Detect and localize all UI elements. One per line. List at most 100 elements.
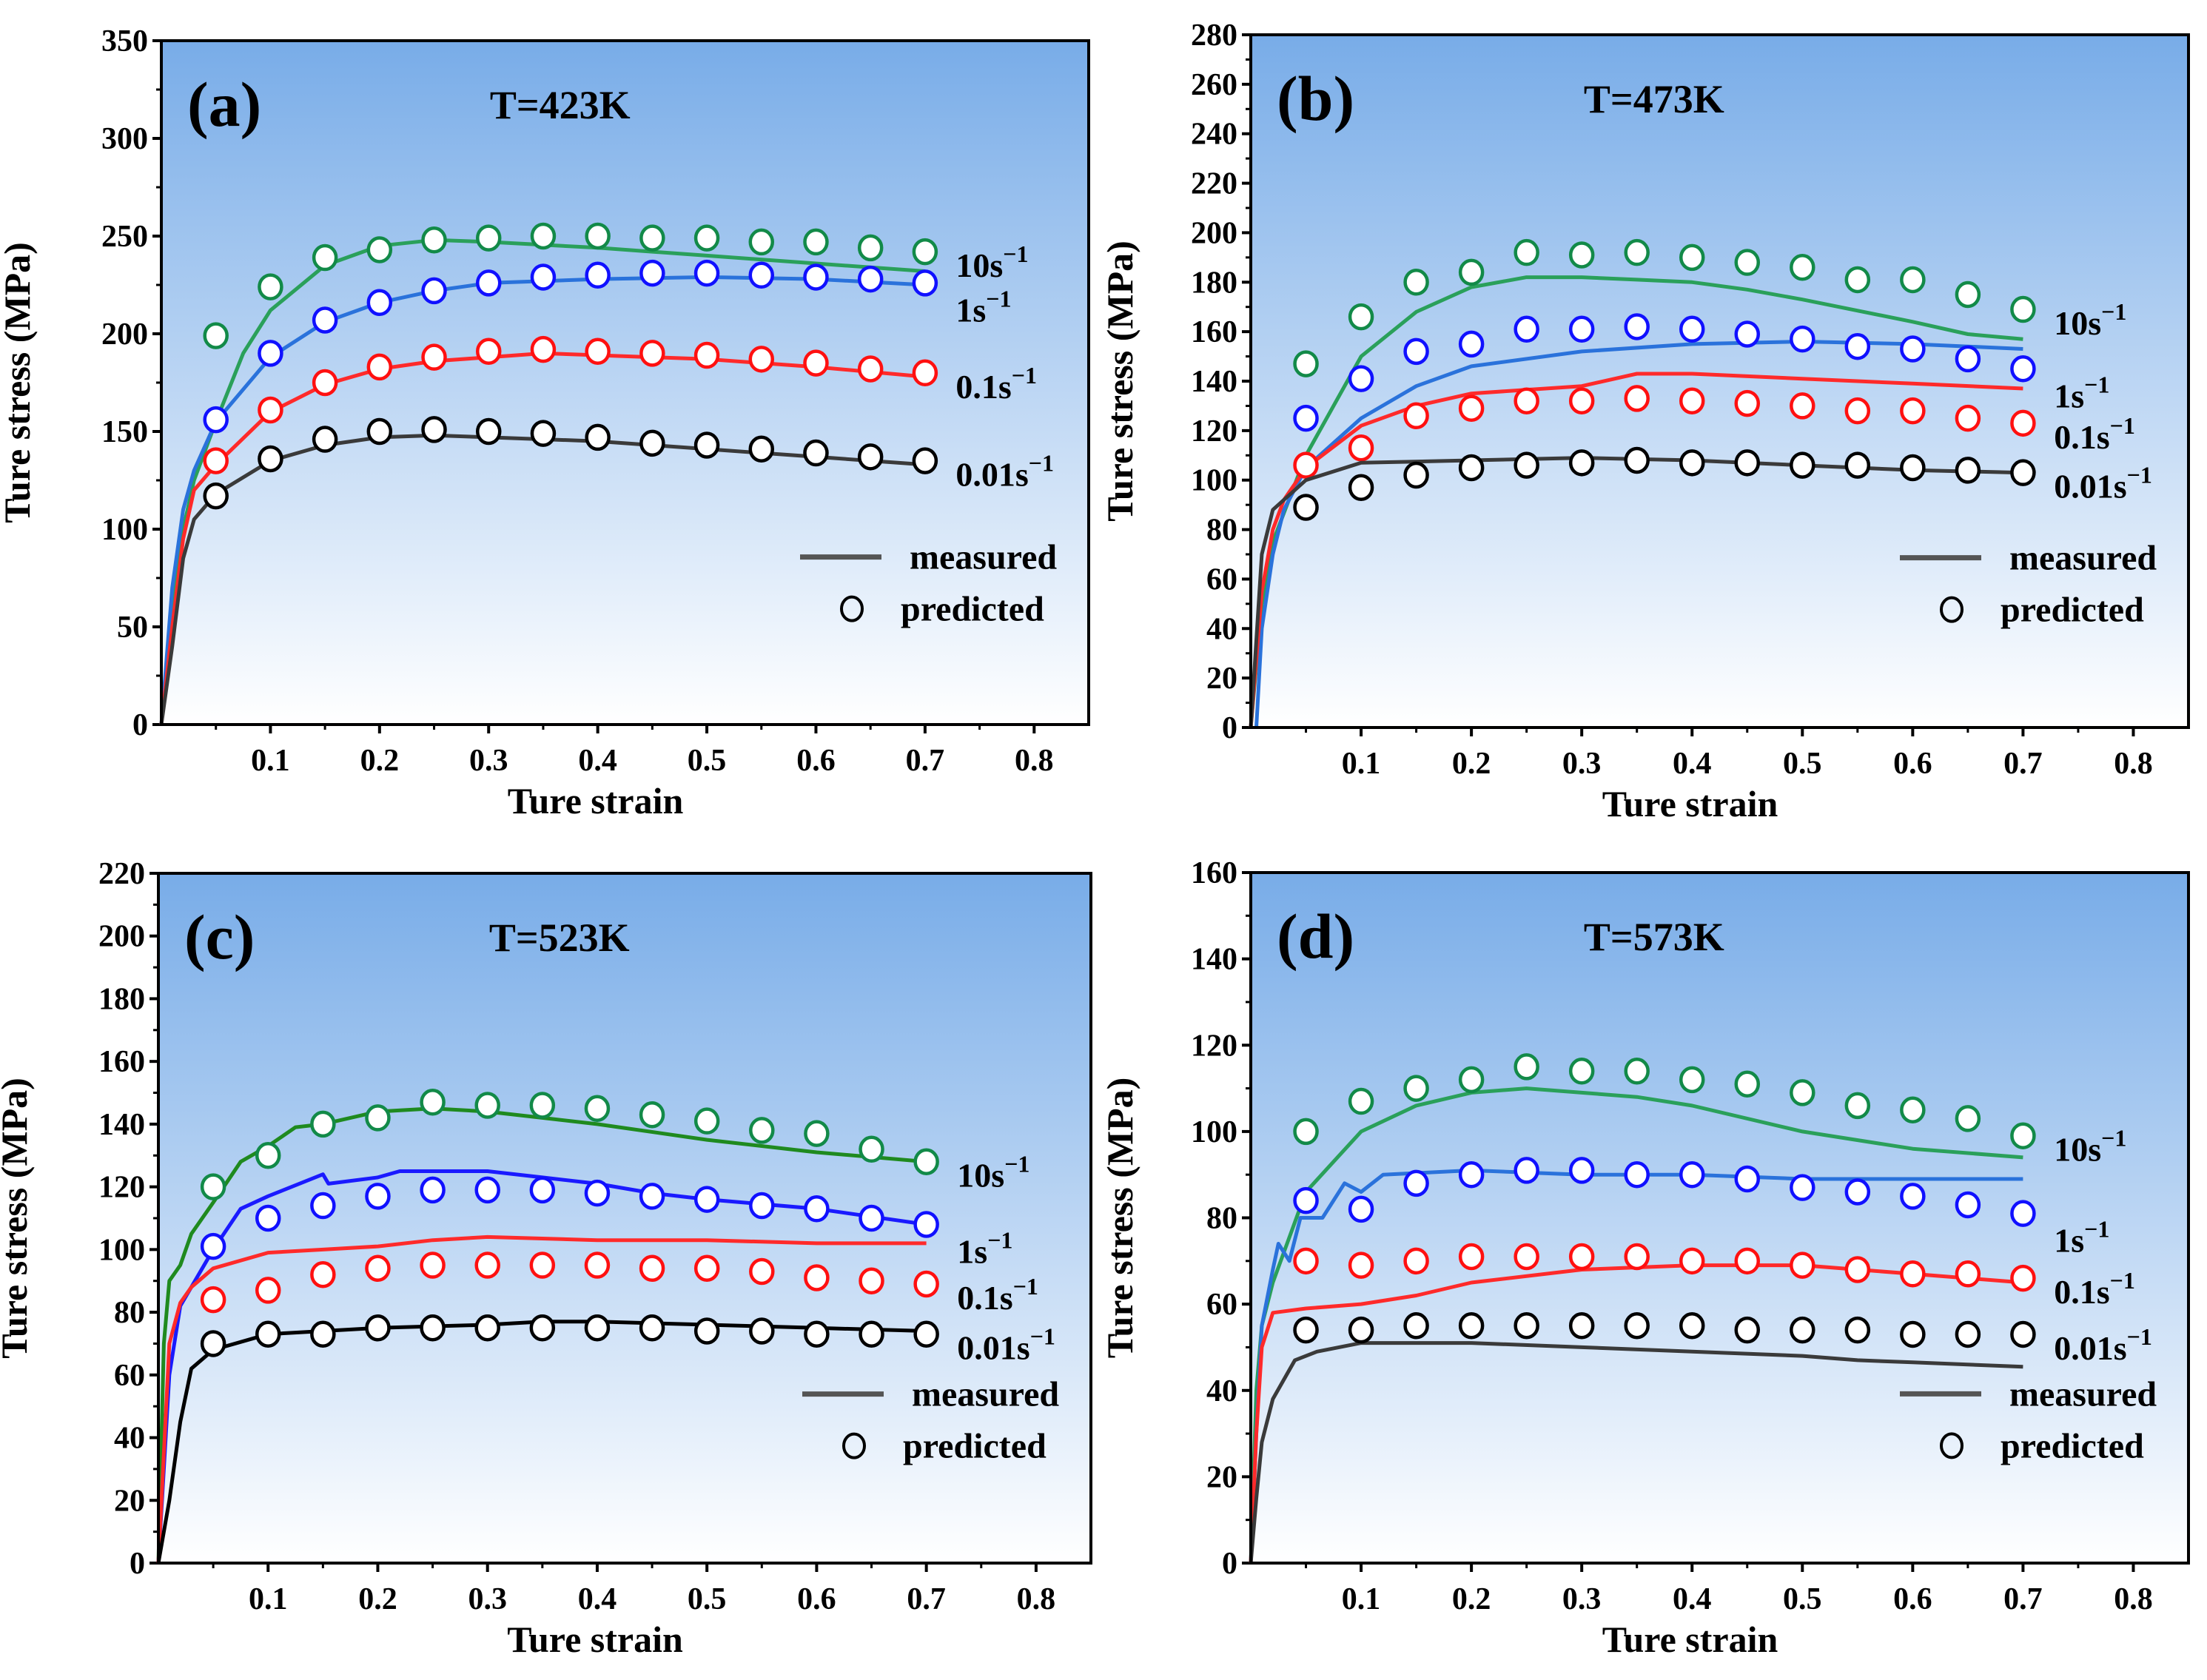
predicted-point xyxy=(203,322,229,349)
predicted-point xyxy=(1790,1079,1815,1106)
predicted-point xyxy=(310,1192,336,1220)
predicted-point xyxy=(1844,1092,1871,1120)
predicted-point xyxy=(693,1186,720,1213)
rate-label-0.1: 0.1s−1 xyxy=(2054,412,2135,456)
predicted-point xyxy=(1900,1260,1926,1288)
rate-label-1: 1s−1 xyxy=(955,285,1011,329)
predicted-point xyxy=(1293,350,1319,377)
y-tick-label: 80 xyxy=(1206,1202,1237,1236)
predicted-point xyxy=(1293,494,1319,521)
predicted-point xyxy=(312,306,338,334)
predicted-point xyxy=(1568,315,1595,343)
predicted-point xyxy=(312,369,338,397)
predicted-point xyxy=(1734,449,1761,477)
predicted-point xyxy=(804,1320,830,1348)
predicted-point xyxy=(1624,313,1650,340)
predicted-point xyxy=(530,420,557,447)
predicted-point xyxy=(475,337,502,366)
predicted-point xyxy=(1734,389,1761,417)
series-1: 1s−1 xyxy=(1249,1157,2109,1564)
predicted-point xyxy=(258,396,283,424)
predicted-point xyxy=(1900,454,1926,482)
predicted-point xyxy=(1734,1316,1761,1344)
y-tick-label: 350 xyxy=(101,24,148,58)
legend-measured-label: measured xyxy=(2009,539,2157,578)
predicted-point xyxy=(585,261,611,289)
rate-label-exponent: −1 xyxy=(1029,450,1054,477)
predicted-point xyxy=(585,337,611,366)
predicted-point xyxy=(639,224,665,252)
predicted-point xyxy=(859,1267,884,1294)
rate-label-exponent: −1 xyxy=(2084,1216,2109,1243)
predicted-point xyxy=(804,1195,830,1223)
predicted-point xyxy=(1790,451,1815,479)
legend: measured predicted xyxy=(802,1375,1059,1466)
y-tick-label: 140 xyxy=(1191,943,1237,977)
predicted-point xyxy=(1458,394,1485,423)
x-tick-label: 0.5 xyxy=(1783,1582,1822,1616)
predicted-point xyxy=(529,1314,556,1342)
predicted-point xyxy=(857,234,884,262)
predicted-point xyxy=(1790,253,1815,281)
y-tick-label: 240 xyxy=(1191,118,1237,152)
rate-label-exponent: −1 xyxy=(2110,412,2135,439)
predicted-point xyxy=(1844,1178,1871,1206)
legend-measured-label: measured xyxy=(910,538,1057,577)
predicted-point xyxy=(1955,1260,1981,1288)
y-tick-label: 20 xyxy=(114,1484,145,1518)
predicted-point xyxy=(584,1095,611,1122)
y-tick-label: 100 xyxy=(1191,1115,1237,1149)
predicted-point xyxy=(1624,1312,1650,1340)
panel-title: T=423K xyxy=(490,83,631,127)
predicted-point xyxy=(1955,1105,1981,1132)
predicted-point xyxy=(475,417,502,446)
predicted-point xyxy=(420,1089,446,1116)
predicted-point xyxy=(474,1176,500,1204)
predicted-point xyxy=(584,1251,611,1279)
y-tick-label: 220 xyxy=(98,857,145,891)
rate-label-exponent: −1 xyxy=(986,285,1011,312)
predicted-point xyxy=(2010,295,2036,323)
plot-frame xyxy=(1249,33,2190,729)
predicted-point xyxy=(310,1320,336,1348)
y-tick-label: 100 xyxy=(98,1233,145,1267)
predicted-point xyxy=(748,228,775,256)
y-tick-label: 20 xyxy=(1206,1460,1237,1494)
predicted-point xyxy=(1900,1096,1926,1123)
rate-label-exponent: −1 xyxy=(1030,1323,1055,1350)
panel-title: T=523K xyxy=(489,915,630,960)
y-tick-label: 120 xyxy=(1191,414,1237,448)
series-1: 1s−1 xyxy=(159,259,1012,725)
y-tick-label: 40 xyxy=(1206,612,1237,646)
measured-line-1 xyxy=(159,275,926,725)
predicted-point xyxy=(1900,335,1926,363)
rate-label-exponent: −1 xyxy=(1012,362,1037,389)
predicted-point xyxy=(857,355,884,383)
predicted-point xyxy=(1514,238,1539,266)
y-tick-label: 220 xyxy=(1191,167,1237,201)
chart-panel-0: 0 50 100 150 200 250 300 350 0.1 0.2 0.3 0.4 0.5 0.6 0… xyxy=(0,24,1090,821)
predicted-point xyxy=(200,1173,226,1200)
predicted-point xyxy=(693,1254,720,1283)
measured-line-0.1 xyxy=(156,1234,927,1564)
x-axis-title: Ture strain xyxy=(1602,783,1778,824)
legend-predicted-marker xyxy=(840,595,864,622)
x-tick-label: 0.1 xyxy=(249,1582,288,1616)
predicted-point xyxy=(1679,449,1705,477)
predicted-point xyxy=(366,417,393,446)
predicted-point xyxy=(1458,1066,1485,1094)
predicted-point xyxy=(1514,1157,1539,1184)
predicted-point xyxy=(1624,1160,1650,1189)
y-tick-label: 0 xyxy=(132,708,148,742)
predicted-point xyxy=(1734,320,1761,348)
rate-label-text: 0.1s xyxy=(2054,1273,2109,1311)
predicted-point xyxy=(421,277,447,305)
predicted-point xyxy=(200,1286,226,1314)
predicted-point xyxy=(639,429,665,457)
y-tick-label: 250 xyxy=(101,220,148,254)
legend-predicted-label: predicted xyxy=(2001,1426,2144,1465)
x-tick-label: 0.7 xyxy=(2003,747,2043,781)
y-tick-label: 280 xyxy=(1191,19,1237,53)
predicted-point xyxy=(693,1107,720,1135)
predicted-point xyxy=(1293,1247,1319,1275)
